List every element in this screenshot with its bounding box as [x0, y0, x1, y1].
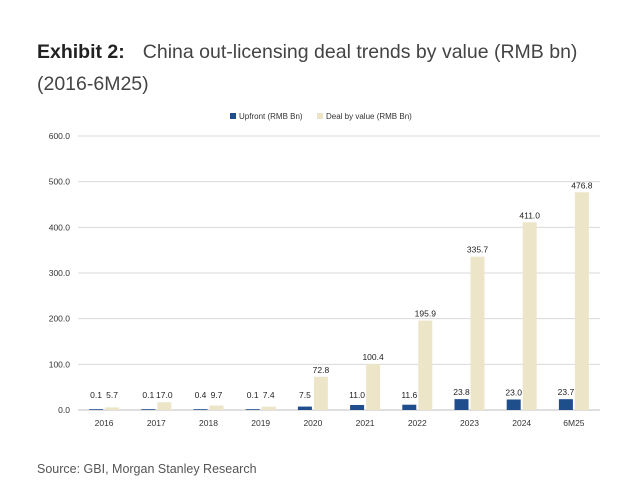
x-axis: 2016 2017 2018 2019 2020 2021 2022 2023 2024 6M25: [95, 418, 585, 428]
y-tick-label-5: 500.0: [49, 177, 71, 187]
upfront-label-4: 7.5: [299, 390, 311, 400]
legend: Upfront (RMB Bn) Deal by value (RMB Bn): [230, 112, 412, 121]
deal-label-9: 476.8: [571, 180, 593, 190]
y-tick-label-3: 300.0: [49, 268, 71, 278]
deal-bar-8: [522, 222, 537, 410]
upfront-label-8: 23.0: [505, 387, 522, 397]
upfront-label-0: 0.1: [90, 390, 102, 400]
deal-bar-9: [574, 192, 589, 410]
x-tick-label-0: 2016: [95, 418, 114, 428]
deal-label-7: 335.7: [467, 245, 489, 255]
chart-area: Upfront (RMB Bn) Deal by value (RMB Bn) 0…: [0, 100, 628, 440]
title-line-2: (2016-6M25): [37, 73, 149, 95]
x-tick-label-4: 2020: [303, 418, 322, 428]
deal-label-4: 72.8: [313, 365, 330, 375]
x-tick-label-8: 2024: [512, 418, 531, 428]
source-note: Source: GBI, Morgan Stanley Research: [37, 462, 257, 476]
x-tick-label-6: 2022: [408, 418, 427, 428]
upfront-label-3: 0.1: [247, 390, 259, 400]
x-tick-label-7: 2023: [460, 418, 479, 428]
deal-bar-2: [209, 405, 224, 410]
upfront-bar-0: [89, 409, 104, 410]
y-tick-label-0: 0.0: [58, 405, 70, 415]
x-tick-label-3: 2019: [251, 418, 270, 428]
deal-label-1: 17.0: [156, 390, 173, 400]
deal-label-0: 5.7: [106, 390, 118, 400]
exhibit-label: Exhibit 2:: [37, 41, 125, 63]
upfront-label-6: 11.6: [401, 390, 417, 400]
upfront-label-2: 0.4: [195, 390, 207, 400]
deal-label-6: 195.9: [415, 309, 437, 319]
upfront-bar-8: [506, 399, 521, 410]
deal-bar-0: [105, 407, 120, 410]
legend-swatch-1: [230, 113, 236, 119]
title-block: Exhibit 2: China out-licensing deal trend…: [37, 36, 617, 100]
upfront-bar-5: [350, 404, 365, 410]
y-tick-label-4: 400.0: [49, 222, 71, 232]
upfront-bar-1: [141, 409, 156, 410]
bar-chart: Upfront (RMB Bn) Deal by value (RMB Bn) 0…: [49, 112, 600, 428]
deal-bar-7: [470, 256, 485, 410]
x-tick-label-1: 2017: [147, 418, 166, 428]
legend-label-1: Upfront (RMB Bn): [239, 112, 303, 121]
upfront-label-7: 23.8: [453, 387, 470, 397]
gridlines: [78, 135, 600, 411]
upfront-label-9: 23.7: [558, 387, 575, 397]
legend-swatch-2: [317, 113, 323, 119]
y-tick-label-2: 200.0: [49, 314, 71, 324]
legend-label-2: Deal by value (RMB Bn): [326, 112, 412, 121]
chart-title: China out-licensing deal trends by value…: [142, 41, 578, 63]
y-axis: 0.0 100.0 200.0 300.0 400.0 500.0 600.0: [49, 131, 71, 415]
deal-bar-6: [418, 320, 433, 410]
y-tick-label-1: 100.0: [49, 359, 71, 369]
deal-bar-1: [157, 402, 172, 410]
upfront-bar-9: [558, 399, 573, 410]
upfront-bar-7: [454, 399, 469, 410]
title-line-1: Exhibit 2: China out-licensing deal trend…: [37, 36, 617, 68]
upfront-bar-4: [297, 406, 312, 410]
bars: 0.1 5.7 0.1 17.0 0.4 9.7 0.1 7.4 7.572.811.0100.…: [89, 180, 593, 410]
deal-label-2: 9.7: [211, 390, 223, 400]
upfront-label-1: 0.1: [142, 390, 154, 400]
x-tick-label-5: 2021: [356, 418, 375, 428]
upfront-label-5: 11.0: [349, 390, 365, 400]
deal-bar-3: [261, 406, 276, 410]
deal-bar-4: [313, 376, 328, 410]
deal-label-5: 100.4: [362, 352, 384, 362]
x-tick-label-2: 2018: [199, 418, 218, 428]
deal-bar-5: [366, 364, 381, 410]
upfront-bar-6: [402, 404, 417, 410]
upfront-bar-2: [193, 409, 208, 410]
deal-label-8: 411.0: [519, 210, 540, 220]
x-tick-label-9: 6M25: [563, 418, 585, 428]
deal-label-3: 7.4: [263, 390, 275, 400]
y-tick-label-6: 600.0: [49, 131, 71, 141]
upfront-bar-3: [245, 409, 260, 410]
